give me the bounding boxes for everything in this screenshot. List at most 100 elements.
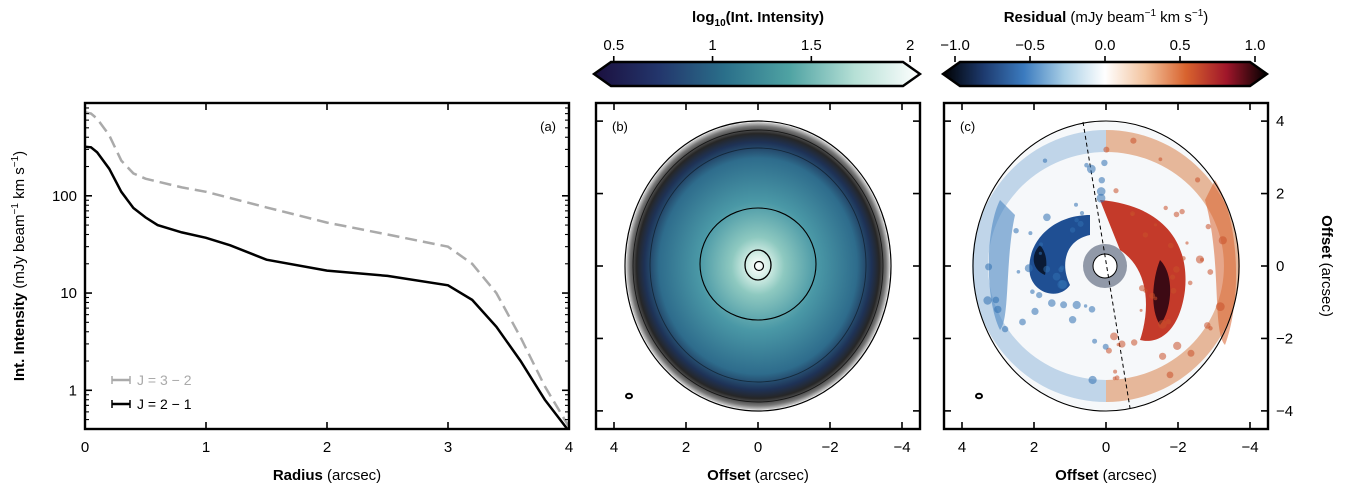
panel-b: 4 2 0 −2 −4 (b) Offset (arcsec) — [594, 101, 922, 484]
residual-speckle — [1016, 270, 1021, 274]
colorbar-residual-tick-label: 0.5 — [1170, 37, 1191, 54]
panel-a-ticks: 0 1 2 3 4 1 10 100 — [52, 102, 573, 456]
residual-speckle — [1207, 269, 1214, 275]
residual-speckle — [1166, 371, 1174, 379]
panel-b-xtick-label: 2 — [682, 439, 690, 456]
residual-speckle — [1158, 319, 1167, 329]
residual-speckle — [1187, 349, 1195, 357]
residual-speckle — [1200, 257, 1204, 262]
contour-level-1 — [649, 147, 867, 383]
residual-speckle — [1102, 343, 1109, 350]
residual-speckle — [1058, 267, 1064, 273]
panel-b-xtick-label: −4 — [893, 439, 910, 456]
residual-speckle — [1113, 188, 1119, 194]
colorbar-residual-tick-label: −1.0 — [940, 37, 970, 54]
panel-c-xtick-label: −2 — [1169, 439, 1186, 456]
residual-speckle — [1195, 177, 1201, 183]
residual-speckle — [1159, 352, 1167, 360]
residual-speckle — [1118, 340, 1126, 348]
residual-speckle — [1110, 332, 1118, 341]
residual-speckle — [1173, 266, 1180, 273]
panel-a-legend: J = 3 − 2 J = 2 − 1 — [111, 372, 192, 412]
panel-c-ytick-label: −4 — [1276, 403, 1293, 420]
colorbar-residual-tick-label: −0.5 — [1015, 37, 1045, 54]
residual-speckle — [1114, 375, 1120, 381]
residual-speckle — [1170, 287, 1177, 294]
residual-speckle — [1001, 325, 1009, 333]
residual-speckle — [1039, 242, 1043, 247]
residual-speckle — [1173, 211, 1180, 218]
residual-speckle — [1165, 319, 1172, 325]
residual-speckle — [1048, 299, 1056, 307]
residual-speckle — [1092, 338, 1098, 344]
panel-a-series — [85, 111, 569, 429]
residual-speckle — [1068, 316, 1077, 324]
panel-a-ytick-label: 10 — [60, 285, 77, 302]
residual-speckle — [1074, 202, 1078, 207]
panel-a-ylabel: Int. Intensity (mJy beam−1 km s−1) — [10, 151, 28, 381]
residual-red-band — [1205, 180, 1237, 345]
legend-j32-label: J = 3 − 2 — [137, 372, 192, 388]
colorbar-intensity-tick-label: 1 — [708, 37, 716, 54]
contour-level-2 — [699, 207, 817, 321]
contour-outer — [624, 120, 892, 412]
panel-c-ticks: 4 2 0 −2 −4 4 2 0 −2 −4 — [944, 103, 1293, 456]
colorbar-intensity: log10(Int. Intensity) 0.5 1 1.5 2 — [591, 9, 923, 88]
residual-speckle — [1215, 302, 1225, 311]
residual-map — [972, 120, 1240, 412]
residual-speckle — [1052, 272, 1061, 281]
panel-a-xtick-label: 0 — [81, 439, 89, 456]
beam-ellipse-b — [625, 392, 633, 400]
panel-c-ytick-label: 0 — [1276, 258, 1284, 275]
residual-speckle — [1187, 280, 1193, 286]
residual-speckle — [1173, 341, 1182, 350]
residual-speckle — [1130, 211, 1135, 217]
residual-speckle — [1143, 288, 1148, 293]
residual-speckle — [1030, 289, 1035, 295]
panel-c-ytick-label: −2 — [1276, 330, 1293, 347]
panel-c: 4 2 0 −2 −4 4 2 0 −2 −4 (c) Offset (arcsec) Offse… — [942, 101, 1335, 484]
legend-j21-label: J = 2 − 1 — [137, 396, 192, 412]
colorbar-residual-tick-label: 1.0 — [1245, 37, 1266, 54]
residual-speckle — [1098, 177, 1106, 184]
residual-speckle — [1218, 236, 1227, 245]
residual-speckle — [1072, 300, 1081, 310]
residual-speckle — [1153, 223, 1158, 227]
residual-speckle — [1043, 265, 1051, 273]
panel-c-xtick-label: 2 — [1030, 439, 1038, 456]
panel-b-xtick-label: 4 — [610, 439, 618, 456]
residual-speckle — [1096, 187, 1106, 196]
residual-speckle — [1074, 218, 1079, 223]
disk-contours — [624, 120, 892, 412]
panel-b-xtick-label: −2 — [821, 439, 838, 456]
panel-a: 0 1 2 3 4 1 10 100 (a) J = 3 − 2 J = 2 − 1 Radi… — [10, 101, 573, 484]
panel-a-xtick-label: 2 — [323, 439, 331, 456]
residual-speckle — [1139, 308, 1143, 312]
panel-b-xtick-label: 0 — [754, 439, 762, 456]
colorbar-intensity-bar — [591, 60, 923, 88]
residual-speckle — [1185, 241, 1189, 245]
residual-speckle — [983, 296, 992, 305]
residual-speckle — [1043, 213, 1051, 222]
colorbar-intensity-tick-label: 2 — [906, 37, 914, 54]
panel-c-ytick-label: 4 — [1276, 113, 1284, 130]
colorbar-intensity-tick-label: 1.5 — [801, 37, 822, 54]
residual-speckle — [1036, 292, 1043, 299]
residual-speckle — [1101, 159, 1108, 167]
residual-speckle — [1069, 227, 1076, 233]
residual-speckle — [1149, 292, 1156, 299]
residual-speckle — [1179, 208, 1185, 215]
residual-speckle — [1181, 256, 1186, 261]
contour-level-3 — [744, 249, 772, 281]
panel-c-xtick-label: −4 — [1241, 439, 1258, 456]
colorbar-intensity-tick-label: 0.5 — [603, 37, 624, 54]
residual-speckle — [1205, 223, 1212, 230]
residual-speckle — [1116, 343, 1120, 347]
panel-c-ylabel: Offset (arcsec) — [1318, 215, 1335, 317]
residual-speckle — [1013, 228, 1019, 234]
panel-a-ytick-label: 100 — [52, 188, 77, 205]
colorbar-residual-ticks: −1.0 −0.5 0.0 0.5 1.0 — [940, 37, 1265, 62]
panel-c-xtick-label: 0 — [1102, 439, 1110, 456]
residual-speckle — [994, 305, 1002, 314]
